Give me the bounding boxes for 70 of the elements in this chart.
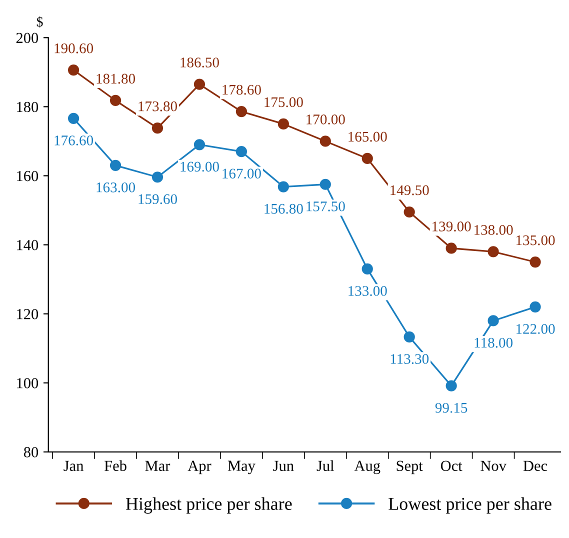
point bbox=[194, 78, 206, 90]
x-tick-label: Oct bbox=[440, 460, 462, 472]
data-label: 170.00 bbox=[306, 114, 345, 124]
x-tick-label: Nov bbox=[480, 460, 506, 472]
x-tick-label: Sept bbox=[396, 460, 423, 474]
point bbox=[446, 380, 457, 392]
y-tick-label: 200 bbox=[16, 32, 38, 44]
data-label: 135.00 bbox=[516, 235, 555, 246]
point bbox=[152, 172, 164, 183]
x-tick-label: Apr bbox=[188, 460, 212, 474]
y-tick-label: 100 bbox=[17, 378, 38, 388]
point bbox=[194, 139, 206, 150]
data-label: 139.00 bbox=[432, 222, 471, 232]
point bbox=[488, 246, 499, 258]
x-tick-label: Feb bbox=[104, 460, 126, 472]
point bbox=[320, 136, 331, 147]
x-tick-label: May bbox=[228, 460, 256, 474]
data-label: 169.00 bbox=[180, 162, 219, 172]
y-tick-label: 80 bbox=[24, 447, 38, 458]
data-label: 186.50 bbox=[180, 58, 219, 68]
data-label: 190.60 bbox=[54, 43, 94, 54]
legend-label: Highest price per share bbox=[126, 497, 292, 514]
point bbox=[530, 301, 541, 312]
y-tick-label: 180 bbox=[17, 102, 38, 112]
data-label: 118.00 bbox=[474, 338, 513, 348]
data-label: 175.00 bbox=[264, 97, 303, 108]
data-label: 163.00 bbox=[96, 182, 136, 192]
x-tick-label: Jul bbox=[316, 460, 334, 472]
data-label: 99.15 bbox=[435, 402, 468, 413]
data-label: 178.60 bbox=[222, 84, 261, 95]
data-label: 181.80 bbox=[96, 74, 136, 84]
x-tick-label: Dec bbox=[523, 460, 548, 472]
y-tick-label: 120 bbox=[17, 308, 38, 320]
y-tick-label: 140 bbox=[17, 240, 38, 250]
point bbox=[404, 206, 415, 218]
x-tick-label: Mar bbox=[145, 460, 170, 472]
data-label: 159.60 bbox=[138, 194, 177, 204]
data-label: 157.50 bbox=[306, 201, 345, 212]
point bbox=[68, 112, 80, 124]
point bbox=[110, 94, 122, 106]
data-label: 167.00 bbox=[222, 168, 261, 179]
x-tick-label: Jun bbox=[273, 460, 294, 472]
point bbox=[236, 106, 248, 118]
point bbox=[110, 160, 122, 171]
point bbox=[278, 118, 289, 130]
point bbox=[404, 331, 415, 343]
point bbox=[320, 178, 331, 190]
point bbox=[362, 263, 373, 275]
point bbox=[488, 315, 499, 326]
point bbox=[236, 146, 248, 158]
data-label: 165.00 bbox=[348, 132, 387, 142]
data-label: 149.50 bbox=[390, 185, 429, 196]
y-axis-title: $ bbox=[36, 16, 43, 28]
data-label: 138.00 bbox=[474, 225, 513, 235]
data-label: 133.00 bbox=[348, 286, 387, 296]
y-tick-label: 160 bbox=[17, 170, 38, 182]
point bbox=[278, 181, 289, 192]
legend-label: Lowest price per share bbox=[388, 497, 552, 514]
point bbox=[446, 242, 457, 254]
point bbox=[362, 152, 373, 164]
data-label: 156.80 bbox=[264, 204, 303, 214]
point bbox=[152, 122, 164, 134]
data-label: 122.00 bbox=[516, 324, 555, 334]
data-label: 113.30 bbox=[390, 354, 429, 364]
data-label: 173.80 bbox=[138, 101, 177, 112]
x-tick-label: Aug bbox=[354, 460, 380, 474]
x-tick-label: Jan bbox=[64, 460, 84, 472]
point bbox=[68, 64, 80, 76]
data-label: 176.60 bbox=[54, 136, 94, 146]
point bbox=[530, 256, 541, 268]
